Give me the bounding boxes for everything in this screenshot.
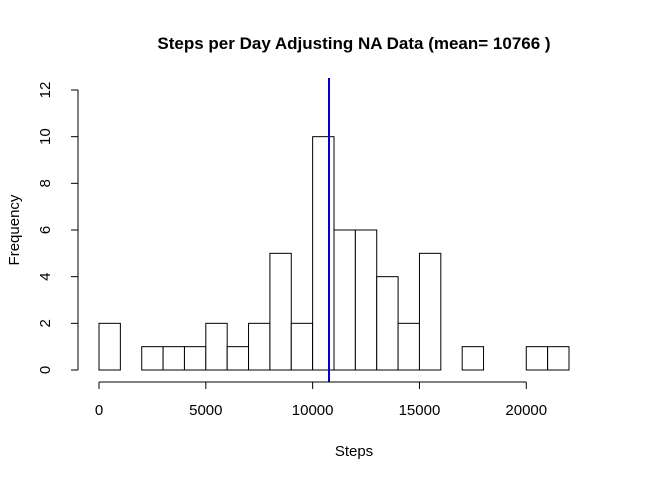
y-tick-label: 8 xyxy=(37,179,54,187)
histogram-bar xyxy=(183,346,207,371)
histogram-bar xyxy=(290,322,314,371)
histogram-bar xyxy=(205,322,228,371)
histogram-bar xyxy=(525,346,549,371)
histogram-bar xyxy=(312,136,335,371)
y-tick-label: 10 xyxy=(37,128,54,145)
histogram-bar xyxy=(98,322,121,371)
bars-group xyxy=(98,136,570,371)
x-tick-label: 10000 xyxy=(292,402,334,419)
y-tick-label: 2 xyxy=(37,319,54,327)
x-tick-label: 0 xyxy=(95,402,103,419)
x-tick-label: 5000 xyxy=(189,402,222,419)
histogram-bar xyxy=(269,252,292,371)
y-tick-label: 0 xyxy=(37,366,54,374)
histogram-bar xyxy=(547,346,570,371)
x-tick-label: 15000 xyxy=(399,402,441,419)
histogram-bar xyxy=(226,346,250,371)
x-tick-label: 20000 xyxy=(505,402,547,419)
histogram-bar xyxy=(376,276,399,371)
y-axis: 0 2 4 6 8 10 12 xyxy=(37,82,79,374)
histogram-bar xyxy=(397,322,420,371)
x-axis: 0 5000 10000 15000 20000 xyxy=(95,381,547,419)
histogram-bar xyxy=(141,346,164,371)
histogram-bar xyxy=(248,322,271,371)
y-tick-label: 6 xyxy=(37,226,54,234)
y-tick-label: 12 xyxy=(37,82,54,99)
x-axis-label: Steps xyxy=(335,443,373,460)
histogram-bar xyxy=(162,346,185,371)
histogram-bar xyxy=(418,252,442,371)
y-tick-label: 4 xyxy=(37,272,54,280)
histogram-bar xyxy=(461,346,485,371)
histogram-bar xyxy=(333,229,356,371)
y-axis-label: Frequency xyxy=(6,194,23,265)
histogram-bar xyxy=(354,229,378,371)
chart-title: Steps per Day Adjusting NA Data (mean= 1… xyxy=(157,34,550,53)
